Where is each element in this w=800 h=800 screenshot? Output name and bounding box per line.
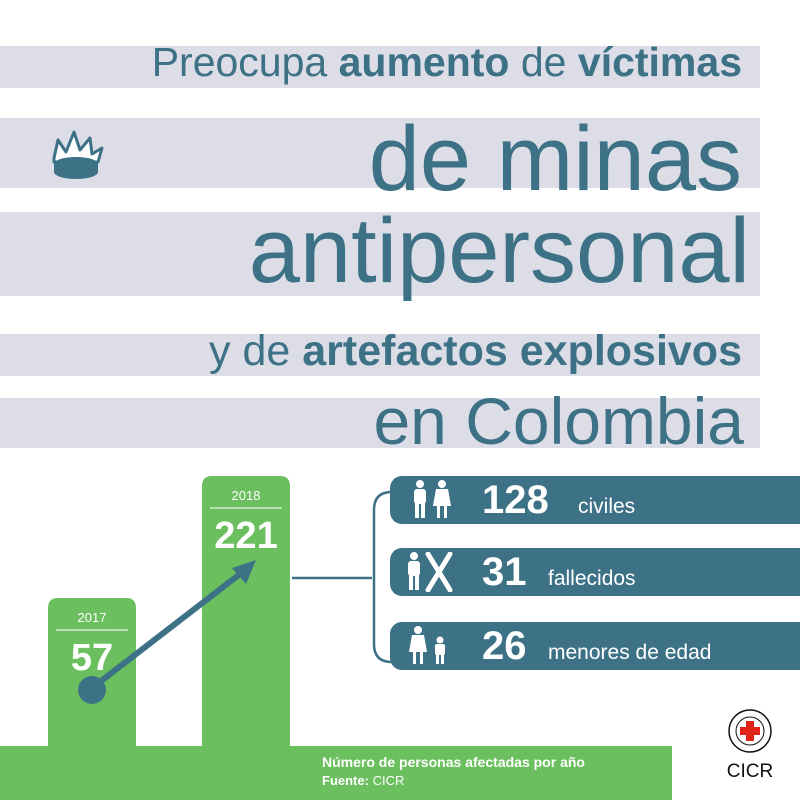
title-line-5: en Colombia (373, 384, 744, 458)
stat-value: 31 (482, 550, 527, 594)
red-cross-icon (728, 709, 772, 753)
stat-row-civilians: 128 civiles (390, 476, 800, 524)
cicr-logo: CICR (718, 708, 782, 783)
title-line-4: y de artefactos explosivos (209, 330, 742, 373)
adult-child-icon (409, 626, 445, 664)
title-stripe (0, 334, 760, 376)
footer-band: Número de personas afectadas por año Fue… (0, 746, 672, 800)
title-emphasis: artefactos explosivos (302, 327, 742, 375)
title-line-3: antipersonal (248, 200, 750, 302)
bar (48, 598, 136, 748)
bar (202, 476, 290, 748)
source-line: Fuente: CICR (322, 773, 404, 788)
bracket-curve (372, 490, 393, 664)
arrow-origin-dot (78, 676, 106, 704)
logo-name: CICR (726, 761, 774, 782)
title-line-2: de minas (368, 108, 742, 210)
stat-value: 128 (482, 478, 549, 522)
arrow-head (232, 560, 256, 584)
stat-value: 26 (482, 624, 527, 668)
year-label: 2018 (232, 488, 261, 503)
stat-label: fallecidos (548, 567, 636, 590)
landmine-icon (52, 130, 104, 179)
trend-arrow (89, 571, 243, 691)
title-text: Preocupa (151, 39, 328, 85)
title-emphasis: víctimas (577, 39, 742, 85)
year-label: 2017 (78, 610, 107, 625)
chart-caption: Número de personas afectadas por año (322, 754, 585, 770)
bar-chart: 2017 57 2018 221 (48, 476, 393, 748)
stat-label: civiles (578, 495, 636, 518)
title-stripe (0, 212, 760, 296)
stat-row-deaths: 31 fallecidos (390, 548, 800, 596)
title-stripe (0, 46, 760, 88)
title-text: y de (209, 327, 291, 375)
person-x-icon (408, 552, 453, 592)
bar-value: 57 (71, 637, 113, 679)
bar-value: 221 (214, 515, 277, 557)
stat-row-minors: 26 menores de edad (390, 622, 800, 670)
title-text: de (520, 39, 567, 85)
source-value: CICR (372, 773, 405, 788)
man-woman-icon (414, 480, 451, 518)
title-line-1: Preocupa aumento de víctimas (152, 42, 742, 83)
source-label: Fuente: (322, 773, 369, 788)
stat-label: menores de edad (548, 641, 712, 664)
title-emphasis: aumento (338, 39, 510, 85)
title-stripe (0, 398, 760, 448)
title-stripe (0, 118, 760, 188)
